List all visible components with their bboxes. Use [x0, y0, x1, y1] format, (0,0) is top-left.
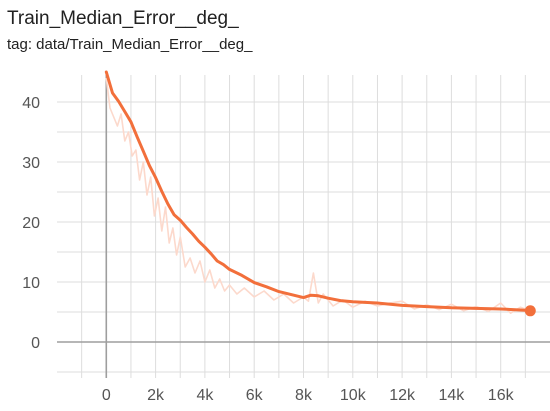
tick-labels: 0 10 20 30 40 0 2k 4k 6k 8k 10k 12k 14k 16k — [22, 95, 514, 404]
x-tick-label: 12k — [389, 387, 416, 404]
chart-title: Train_Median_Error__deg_ — [7, 8, 239, 29]
x-tick-label: 2k — [147, 387, 165, 404]
x-tick-label: 6k — [246, 387, 264, 404]
x-tick-label: 0 — [102, 387, 111, 404]
x-tick-label: 16k — [488, 387, 515, 404]
y-tick-label: 30 — [22, 155, 40, 172]
x-tick-label: 8k — [295, 387, 313, 404]
y-tick-label: 0 — [31, 335, 40, 352]
chart-tag: tag: data/Train_Median_Error__deg_ — [7, 36, 253, 53]
x-tick-label: 14k — [439, 387, 466, 404]
raw-series-line — [105, 77, 531, 314]
y-tick-label: 40 — [22, 95, 40, 112]
x-tick-label: 10k — [340, 387, 367, 404]
y-tick-label: 10 — [22, 275, 40, 292]
y-tick-label: 20 — [22, 215, 40, 232]
smoothed-series-line — [104, 70, 532, 313]
series-end-marker — [524, 305, 536, 317]
axes — [57, 75, 550, 378]
x-tick-label: 4k — [196, 387, 214, 404]
series-layer — [104, 70, 536, 317]
